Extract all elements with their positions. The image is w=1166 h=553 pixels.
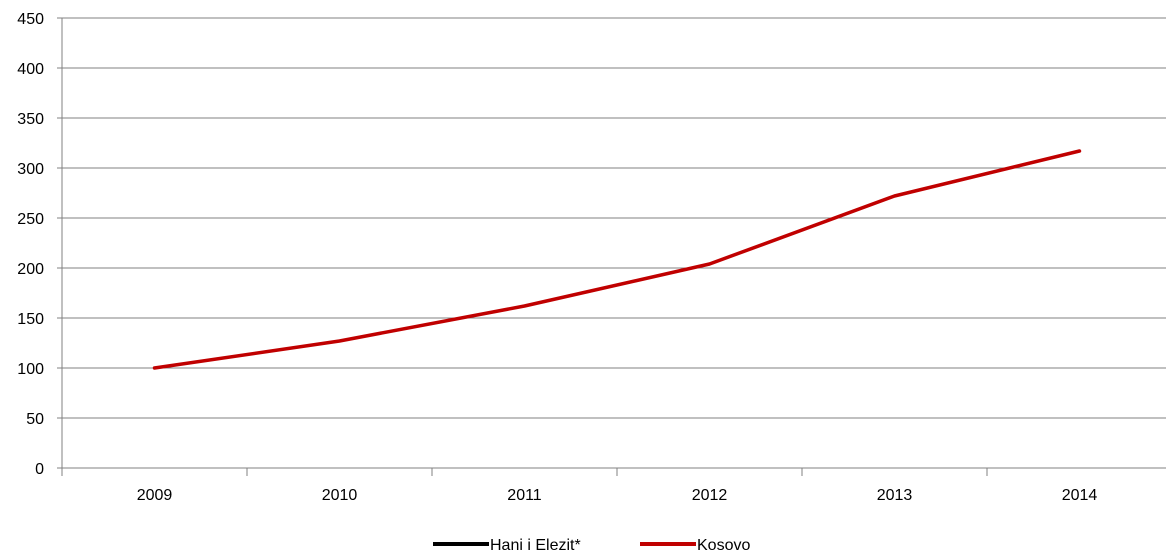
y-tick-label: 200 xyxy=(17,261,44,278)
x-tick-label: 2009 xyxy=(137,487,173,504)
series-lines xyxy=(152,149,1082,370)
y-tick-label: 50 xyxy=(26,411,44,428)
x-tick-label: 2012 xyxy=(692,487,728,504)
x-axis: 2009 2010 2011 2012 2013 2014 xyxy=(61,467,1166,504)
y-axis: 0 50 100 150 200 250 300 350 400 450 xyxy=(17,11,63,478)
y-tick-label: 450 xyxy=(17,11,44,28)
y-tick-label: 100 xyxy=(17,361,44,378)
y-tick-label: 350 xyxy=(17,111,44,128)
legend-label-hani-i-elezit: Hani i Elezit* xyxy=(490,537,581,553)
y-tick-label: 0 xyxy=(35,461,44,478)
x-tick-label: 2013 xyxy=(877,487,913,504)
grid-lines xyxy=(62,17,1166,419)
y-tick-label: 300 xyxy=(17,161,44,178)
y-tick-label: 250 xyxy=(17,211,44,228)
y-tick-label: 400 xyxy=(17,61,44,78)
legend-label-kosovo: Kosovo xyxy=(697,537,750,553)
x-tick-label: 2014 xyxy=(1062,487,1098,504)
y-tick-label: 150 xyxy=(17,311,44,328)
x-tick-label: 2011 xyxy=(507,487,542,504)
x-tick-label: 2010 xyxy=(322,487,358,504)
series-line-kosovo xyxy=(152,149,1082,370)
legend: Hani i Elezit* Kosovo xyxy=(433,537,750,553)
